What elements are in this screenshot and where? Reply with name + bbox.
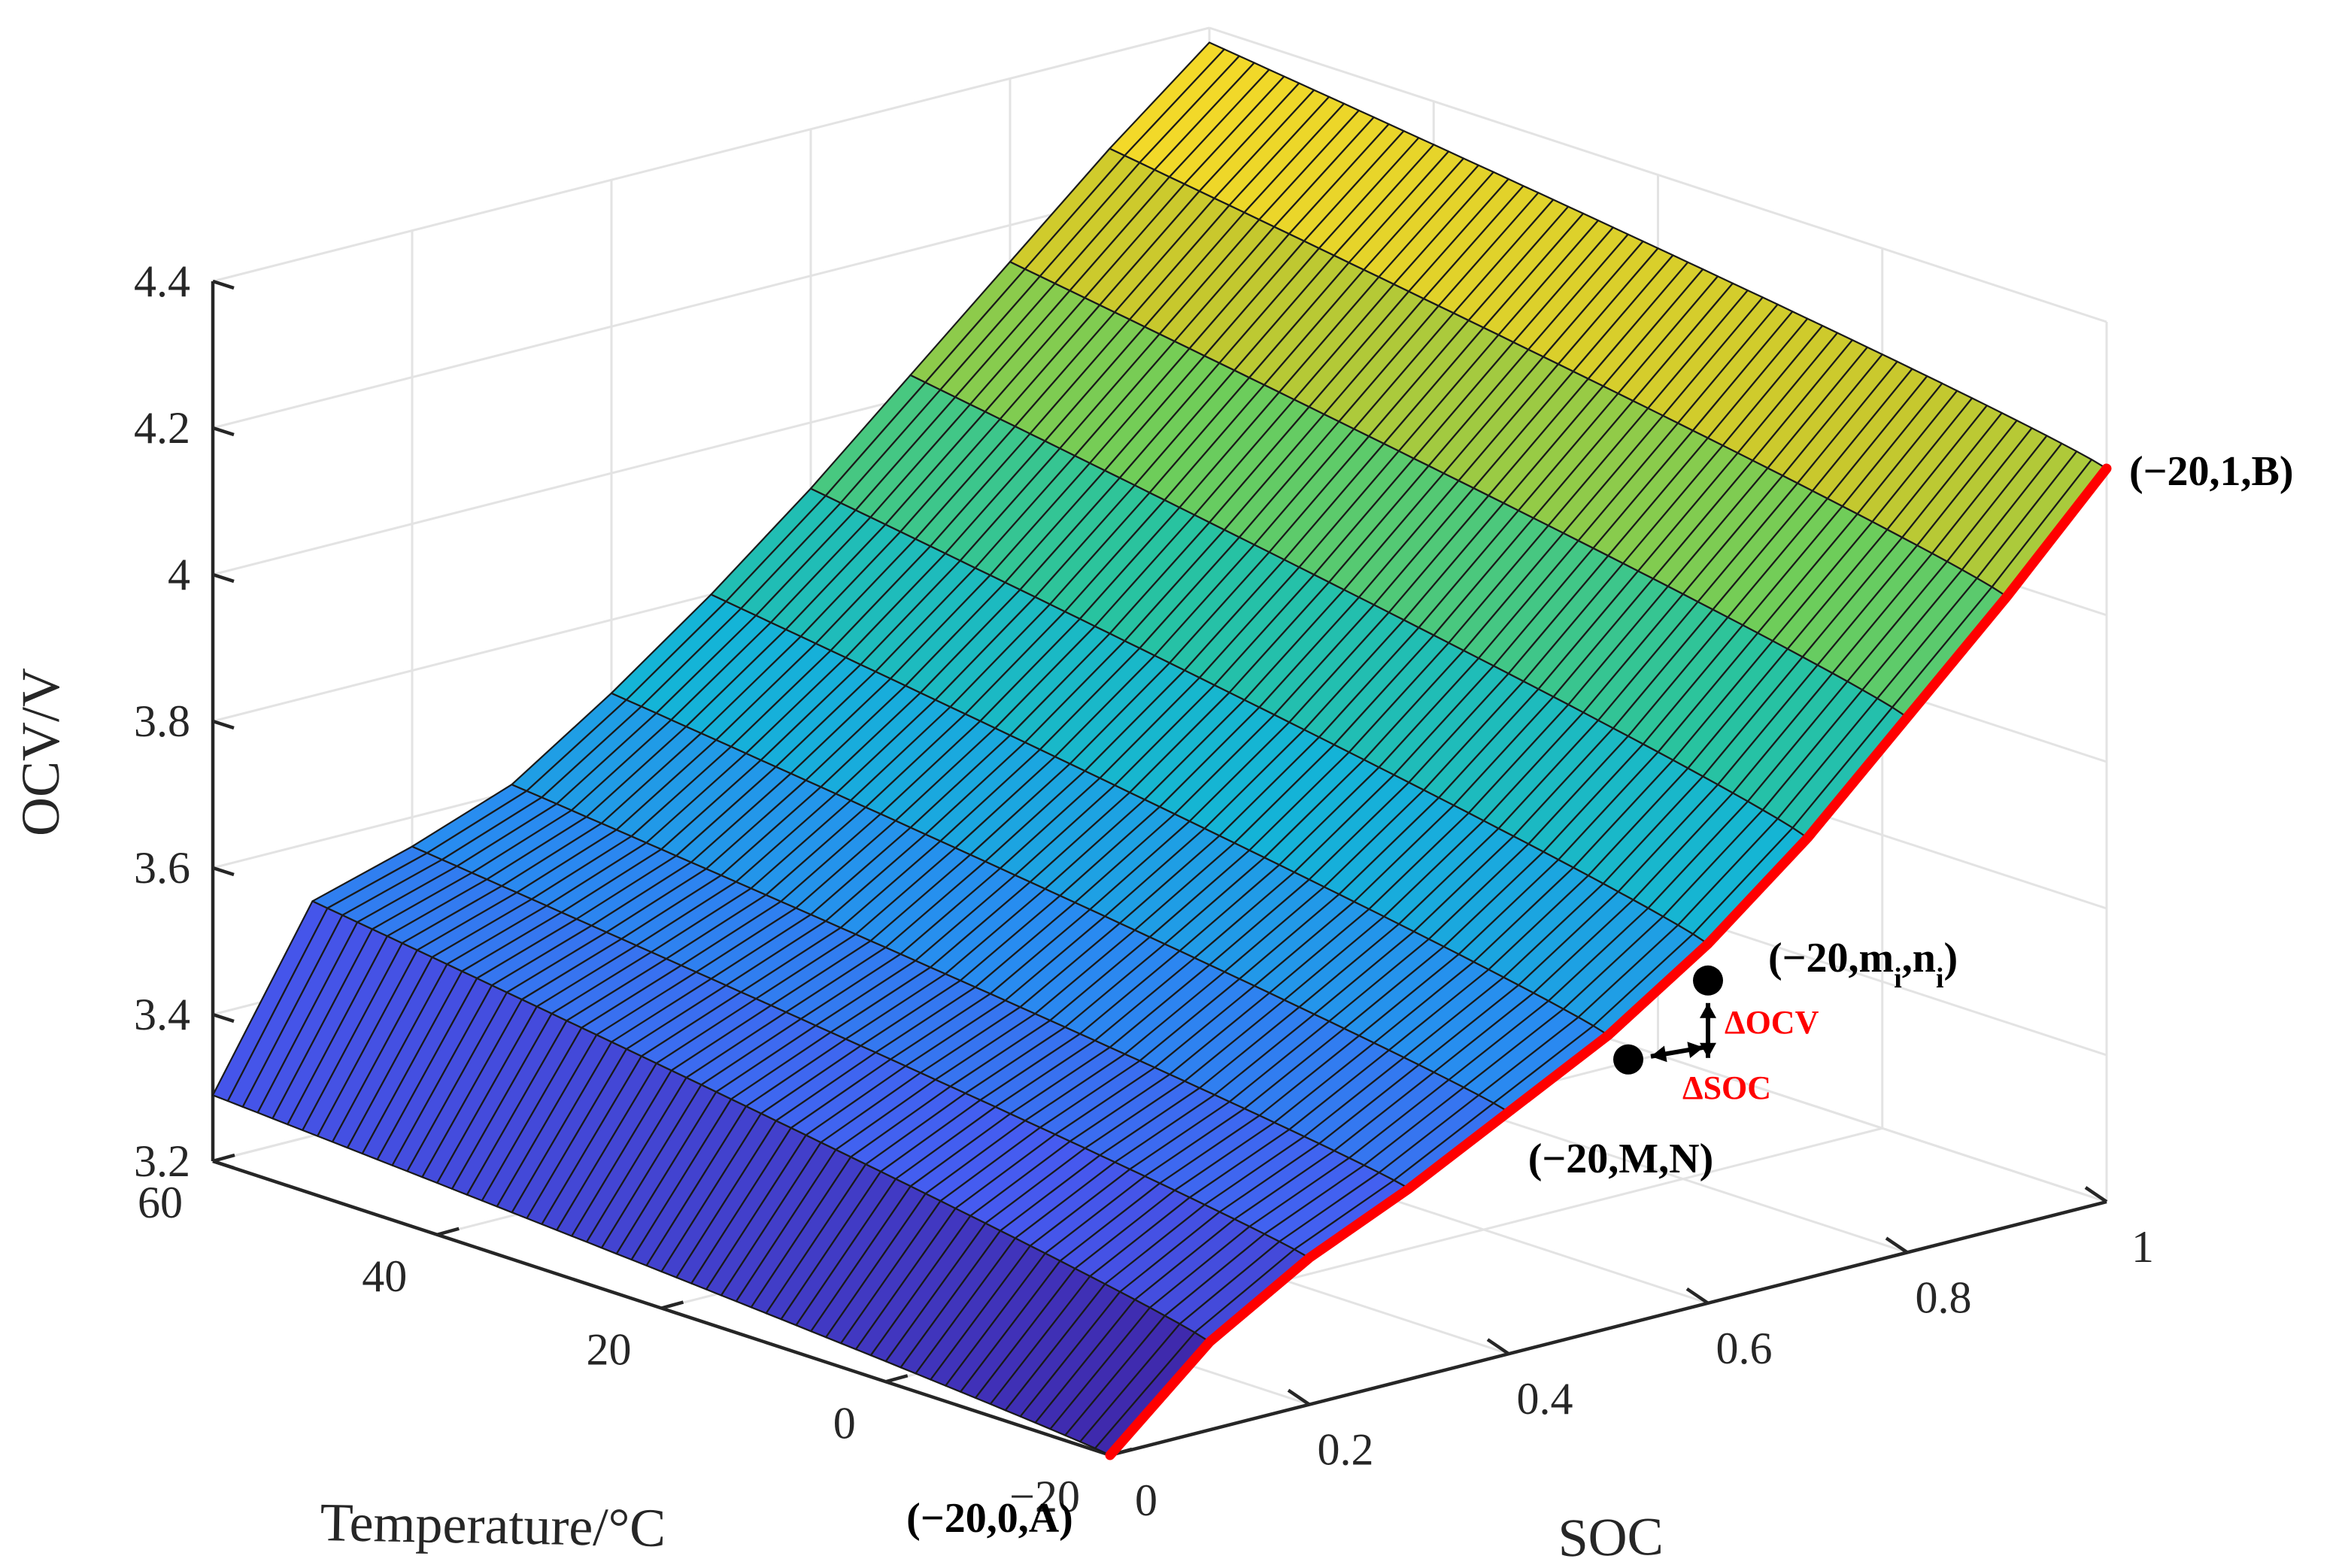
temperature-tick xyxy=(885,1374,909,1384)
highlight-curve-layer xyxy=(1105,463,2112,1460)
soc-tick xyxy=(1885,1236,1909,1254)
ocv-tick-label: 4.2 xyxy=(134,403,190,453)
ocv-axis-label: OCV/V xyxy=(11,668,71,836)
annotation-point-mi-ni: (−20,mi,ni) xyxy=(1768,935,1958,994)
grid-line-temp-wall-z xyxy=(212,26,1210,283)
temperature-tick-label: 20 xyxy=(587,1325,632,1375)
docv-arrow-head xyxy=(1700,1002,1716,1018)
temperature-tick xyxy=(436,1227,460,1236)
ocv-tick-label: 3.8 xyxy=(134,696,190,746)
ocv-tick xyxy=(212,1159,235,1170)
soc-tick-label: 0.2 xyxy=(1318,1425,1374,1475)
ocv-tick xyxy=(212,1012,235,1024)
temperature-tick-label: 60 xyxy=(138,1178,183,1227)
temperature-tick-label: −20 xyxy=(1009,1472,1080,1521)
soc-tick xyxy=(1486,1338,1510,1356)
ocv-tick xyxy=(212,279,235,290)
temperature-tick-label: 40 xyxy=(362,1251,407,1301)
grid-line-temp-wall-z xyxy=(212,173,1210,429)
annotation-point-b: (−20,1,B) xyxy=(2129,448,2294,495)
ocv-tick xyxy=(212,572,235,584)
temperature-tick-label: 0 xyxy=(833,1398,856,1448)
labels: 3.2 3.4 3.6 3.8 4 4.2 4.4 0 0.2 0.4 0.6 0.8 1 −20 0 20 4… xyxy=(11,256,2294,1568)
soc-tick-label: 0.8 xyxy=(1916,1272,1972,1322)
temperature-tick xyxy=(212,1153,235,1163)
soc-tick-label: 0.4 xyxy=(1517,1374,1573,1424)
soc-tick xyxy=(1287,1388,1311,1406)
soc-axis-line xyxy=(1109,1200,2107,1457)
point-mn-marker xyxy=(1613,1044,1643,1075)
surface xyxy=(211,41,2108,1457)
ocv-tick-label: 3.6 xyxy=(134,843,190,893)
dsoc-arrow-head xyxy=(1687,1042,1703,1058)
soc-tick-label: 0 xyxy=(1135,1475,1157,1525)
temperature-tick xyxy=(660,1300,684,1310)
temperature-axis-label: Temperature/°C xyxy=(320,1492,666,1558)
soc-axis-label: SOC xyxy=(1558,1506,1664,1568)
dsoc-arrow-head xyxy=(1651,1045,1667,1063)
highlight-curve-minus20 xyxy=(1105,463,2112,1460)
annotation-point-mn: (−20,M,N) xyxy=(1528,1136,1714,1182)
soc-tick-label: 1 xyxy=(2131,1222,2154,1272)
ocv-tick xyxy=(212,426,235,437)
soc-tick-label: 0.6 xyxy=(1716,1324,1773,1373)
ocv-tick-label: 4.4 xyxy=(134,256,190,306)
delta-soc-label: ΔSOC xyxy=(1682,1069,1771,1106)
soc-tick xyxy=(2084,1186,2108,1203)
delta-ocv-label: ΔOCV xyxy=(1725,1004,1819,1041)
point-mi-ni-marker xyxy=(1693,965,1723,996)
ocv-tick-label: 3.2 xyxy=(134,1136,190,1186)
docv-arrow-head xyxy=(1700,1042,1716,1058)
soc-tick xyxy=(1685,1287,1710,1305)
ocv-tick-label: 4 xyxy=(168,550,190,599)
ocv-tick xyxy=(212,719,235,730)
annotation-point-a: (−20,0,A) xyxy=(906,1495,1073,1542)
ocv-tick xyxy=(212,866,235,877)
ocv-tick-label: 3.4 xyxy=(134,990,190,1039)
